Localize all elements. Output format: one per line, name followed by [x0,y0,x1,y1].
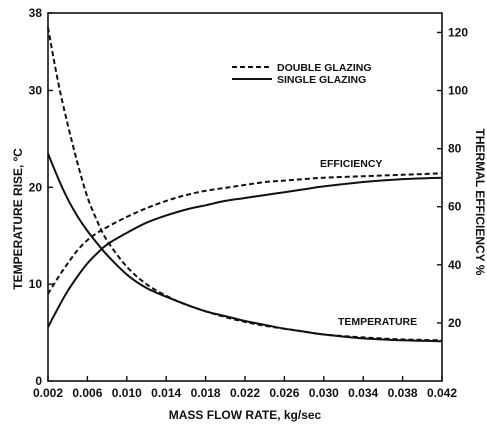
legend-label-single: SINGLE GLAZING [277,74,366,86]
y-right-tick-label: 40 [448,258,462,272]
y-left-tick-label: 38 [29,6,43,20]
x-tick-label: 0.006 [72,386,102,400]
y-left-tick-label: 0 [35,374,42,388]
series-lines [47,27,443,343]
annotation-efficiency: EFFICIENCY [320,158,382,170]
legend: DOUBLE GLAZING SINGLE GLAZING [232,62,372,86]
annotation-temperature: TEMPERATURE [338,316,417,328]
y-right-tick-label: 20 [448,316,462,330]
efficiency-dashed-line [47,172,443,295]
y-left-tick-label: 30 [29,83,43,97]
x-tick-label: 0.018 [191,386,221,400]
x-tick-label: 0.042 [427,386,457,400]
y-left-axis-title: TEMPERATURE RISE, ºC [11,148,25,290]
x-tick-label: 0.030 [309,386,339,400]
y-right-tick-label: 100 [448,84,468,98]
y-left-tick-label: 10 [29,277,43,291]
x-tick-label: 0.010 [112,386,142,400]
x-tick-label: 0.034 [348,386,378,400]
x-axis-title: MASS FLOW RATE, kg/sec [169,408,322,422]
tick-marks [47,12,443,382]
y-right-tick-label: 120 [448,25,468,39]
temperature-solid-line [47,153,443,343]
y-left-tick-label: 20 [29,180,43,194]
y-right-tick-label: 80 [448,142,462,156]
legend-label-double: DOUBLE GLAZING [277,62,372,74]
x-tick-label: 0.026 [269,386,299,400]
y-right-tick-label: 60 [448,200,462,214]
x-tick-label: 0.022 [230,386,260,400]
x-tick-label: 0.014 [151,386,181,400]
y-right-axis-title: THERMAL EFFICIENCY % [473,129,487,276]
efficiency-solid-line [47,176,443,328]
x-tick-label: 0.002 [33,386,63,400]
x-tick-label: 0.038 [388,386,418,400]
